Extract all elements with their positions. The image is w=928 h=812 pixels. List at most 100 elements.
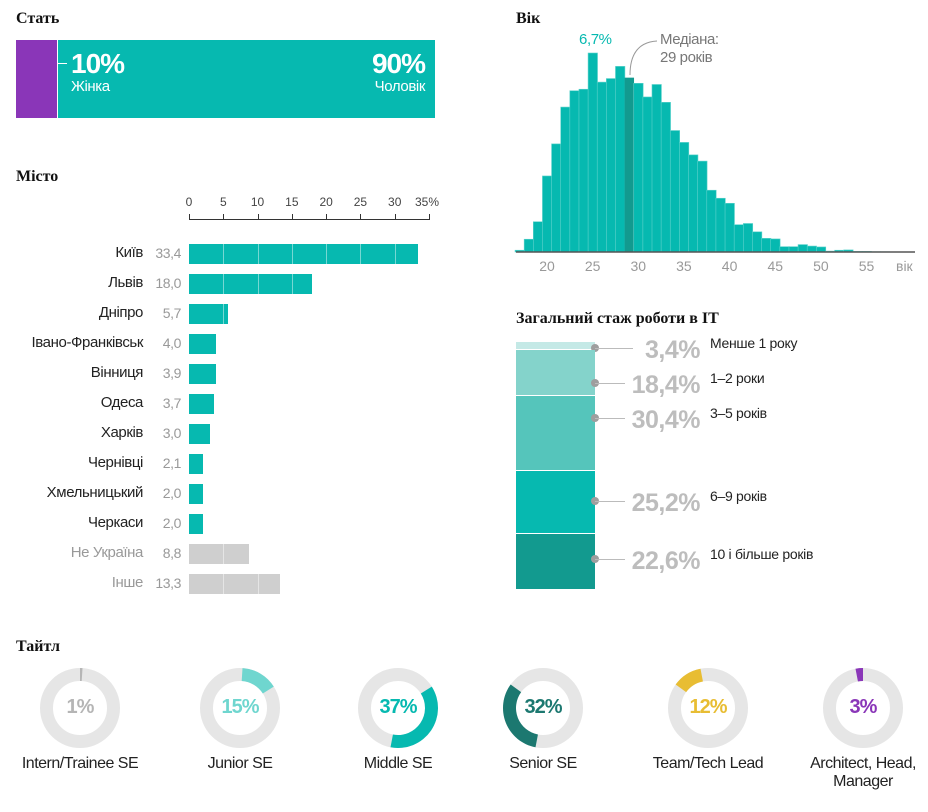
median-callout-line bbox=[629, 40, 658, 76]
city-tick-mark bbox=[360, 214, 362, 220]
donut-segment bbox=[241, 668, 274, 694]
city-name: Хмельницький bbox=[46, 484, 144, 501]
city-bar bbox=[189, 304, 229, 324]
donut-label: Team/Tech Lead bbox=[652, 755, 764, 772]
city-bar bbox=[189, 334, 217, 354]
age-histogram bbox=[514, 40, 915, 253]
title-donut bbox=[200, 668, 280, 748]
experience-percent: 25,2% bbox=[631, 489, 701, 517]
female-leader-line bbox=[58, 63, 67, 64]
female-label: Жінка bbox=[71, 78, 110, 95]
city-tick-label: 30 bbox=[388, 195, 402, 209]
age-bar bbox=[560, 106, 571, 253]
city-value: 3,9 bbox=[162, 365, 182, 381]
city-bar bbox=[189, 544, 250, 564]
position-title: Тайтл bbox=[16, 638, 60, 655]
age-bar bbox=[788, 246, 799, 253]
city-bar-grid bbox=[291, 244, 293, 264]
city-name: Не Україна bbox=[70, 544, 144, 561]
age-bar bbox=[596, 81, 607, 253]
age-tick-label: 40 bbox=[721, 258, 738, 274]
donut-track bbox=[823, 668, 903, 748]
city-value: 8,8 bbox=[162, 545, 182, 561]
city-value: 33,4 bbox=[155, 245, 181, 261]
age-axis-label: вік bbox=[896, 258, 913, 274]
age-bar bbox=[523, 238, 534, 253]
city-bar-grid bbox=[223, 304, 225, 324]
city-name: Одеса bbox=[100, 394, 144, 411]
donut-label: Intern/Trainee SE bbox=[21, 755, 139, 772]
experience-leader-line bbox=[595, 559, 625, 560]
experience-label: 1–2 роки bbox=[710, 370, 765, 386]
peak-label: 6,7% bbox=[579, 31, 612, 48]
age-bar bbox=[761, 238, 772, 253]
experience-leader-line bbox=[595, 501, 625, 502]
title-donut bbox=[358, 668, 438, 748]
age-tick-label: 55 bbox=[858, 258, 875, 274]
age-tick-label: 45 bbox=[767, 258, 784, 274]
city-value: 5,7 bbox=[162, 305, 182, 321]
title-donut bbox=[503, 668, 583, 748]
age-tick-label: 30 bbox=[630, 258, 647, 274]
city-tick-mark bbox=[291, 214, 293, 220]
title-donut bbox=[40, 668, 120, 748]
city-name: Харків bbox=[100, 424, 144, 441]
experience-label: 3–5 років bbox=[710, 405, 767, 421]
donut-label: Middle SE bbox=[363, 755, 433, 772]
donut-percent: 1% bbox=[66, 696, 95, 718]
city-value: 2,1 bbox=[162, 455, 182, 471]
age-bar bbox=[606, 78, 617, 253]
experience-leader-line bbox=[595, 418, 625, 419]
age-bar bbox=[706, 189, 717, 253]
city-bar bbox=[189, 424, 210, 444]
city-name: Чернівці bbox=[88, 454, 143, 471]
age-bar bbox=[542, 175, 553, 253]
city-name: Івано-Франківськ bbox=[31, 334, 144, 351]
city-tick-label: 5 bbox=[219, 195, 227, 209]
city-name: Черкаси bbox=[88, 514, 143, 531]
age-bar bbox=[752, 231, 763, 253]
age-tick-label: 20 bbox=[539, 258, 555, 274]
age-bar bbox=[816, 246, 827, 253]
city-tick-label: 10 bbox=[250, 195, 265, 209]
experience-label: Менше 1 року bbox=[710, 335, 798, 351]
experience-percent: 18,4% bbox=[631, 371, 701, 399]
city-bar bbox=[189, 244, 419, 264]
donut-label: Junior SE bbox=[207, 755, 273, 772]
age-bar bbox=[679, 142, 690, 253]
city-name: Київ bbox=[115, 244, 143, 261]
experience-segment bbox=[516, 350, 595, 396]
experience-percent: 3,4% bbox=[645, 336, 700, 364]
city-bar-grid bbox=[257, 274, 259, 294]
city-tick-label: 20 bbox=[319, 195, 333, 209]
city-tick-mark bbox=[189, 214, 190, 220]
donut-percent: 12% bbox=[689, 696, 727, 718]
donut-segment bbox=[675, 668, 703, 693]
donut-track bbox=[200, 668, 280, 748]
age-tick-label: 50 bbox=[813, 258, 829, 274]
city-bar-grid bbox=[223, 574, 225, 594]
city-bar-grid bbox=[223, 244, 225, 264]
donut-track bbox=[40, 668, 120, 748]
median-label-1: Медіана: bbox=[660, 31, 719, 48]
age-bar bbox=[587, 52, 598, 253]
city-name: Львів bbox=[108, 274, 143, 291]
city-bar-grid bbox=[257, 244, 259, 264]
age-bar bbox=[797, 244, 808, 253]
city-value: 4,0 bbox=[162, 335, 182, 351]
donut-label: Architect, Head, Manager bbox=[810, 755, 916, 790]
city-value: 3,0 bbox=[162, 425, 182, 441]
city-title: Місто bbox=[16, 168, 59, 185]
city-tick-mark bbox=[223, 214, 225, 220]
female-percent: 10% bbox=[71, 48, 125, 79]
age-bar bbox=[779, 246, 790, 253]
age-bar bbox=[569, 90, 580, 253]
experience-label: 10 і більше років bbox=[710, 546, 814, 562]
city-value: 13,3 bbox=[155, 575, 181, 591]
age-tick-label: 25 bbox=[584, 258, 601, 274]
experience-segment bbox=[516, 533, 595, 589]
donut-segment bbox=[390, 686, 438, 748]
male-label: Чоловік bbox=[374, 78, 426, 95]
age-bar bbox=[642, 96, 653, 253]
city-tick-label: 35% bbox=[414, 195, 440, 209]
